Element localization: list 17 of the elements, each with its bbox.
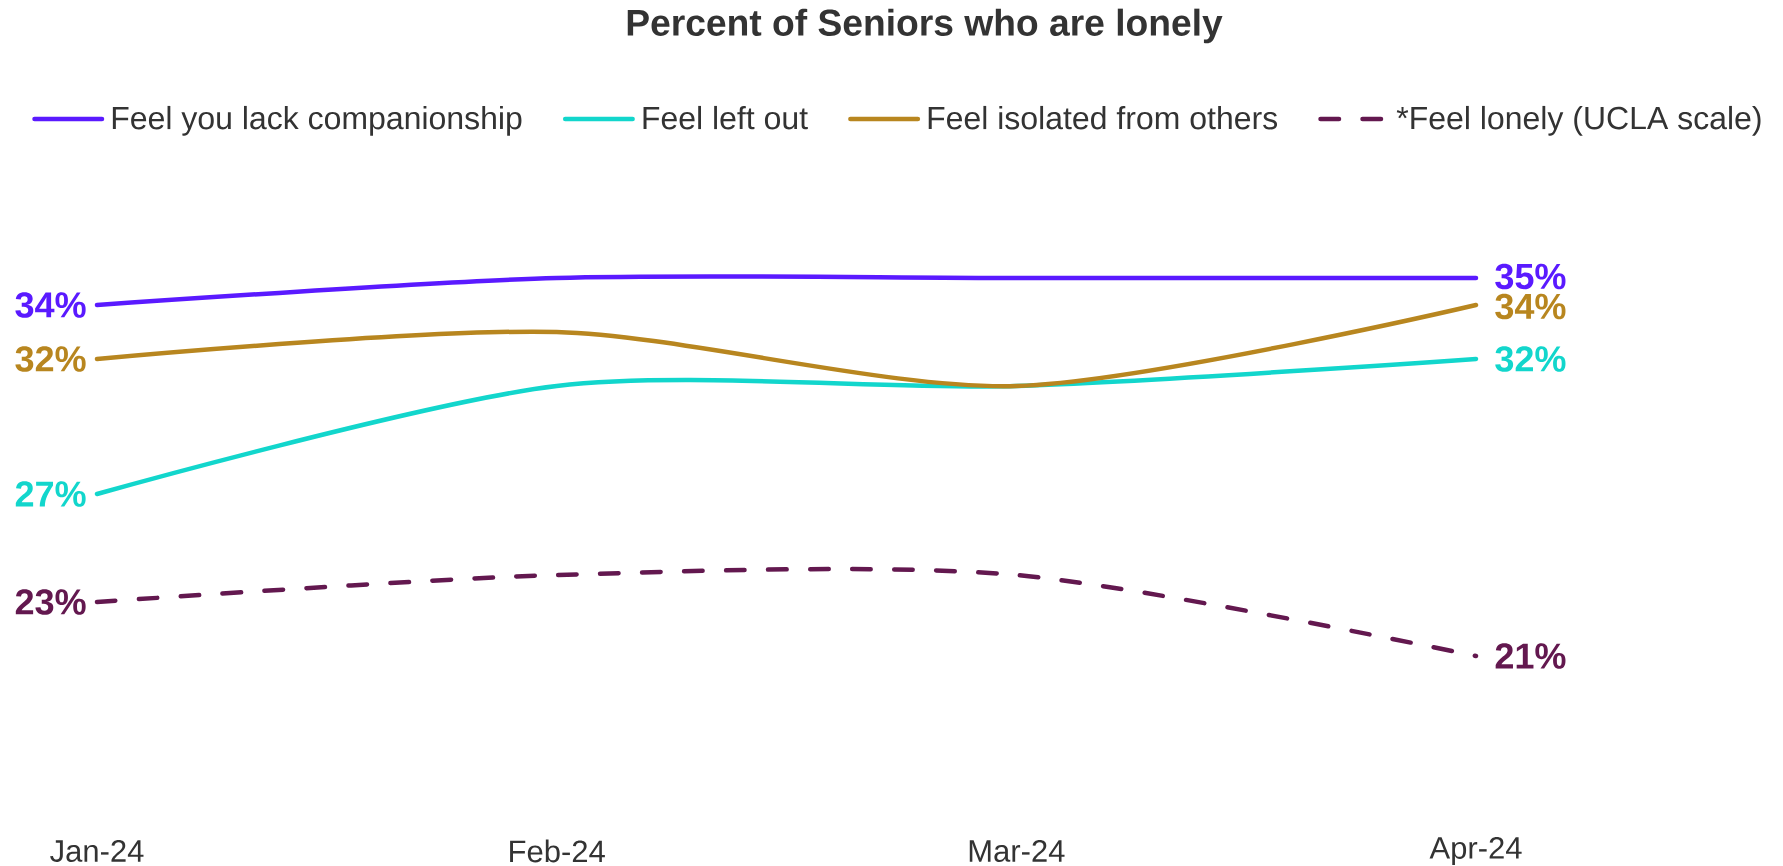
data-label: 23% [15,589,86,615]
legend-label: Feel isolated from others [928,105,1278,130]
legend-label: *Feel lonely (UCLA scale) [1396,105,1761,136]
data-label: 32% [1495,346,1566,372]
legend-label: Feel you lack companionship [112,105,522,136]
data-label: 21% [1495,643,1566,669]
x-tick-label: Feb-24 [510,839,605,863]
x-tick-label: Mar-24 [969,840,1065,862]
x-tick-label: Jan-24 [50,840,144,862]
data-label: 34% [15,292,86,318]
chart-title: Percent of Seniors who are lonely [627,8,1223,44]
legend-label: Feel left out [643,105,808,130]
x-tick-label: Apr-24 [1429,836,1522,866]
data-label: 35% [1495,263,1566,290]
data-label: 27% [15,481,86,507]
data-label: 34% [1495,293,1566,320]
data-label: 32% [15,346,86,372]
